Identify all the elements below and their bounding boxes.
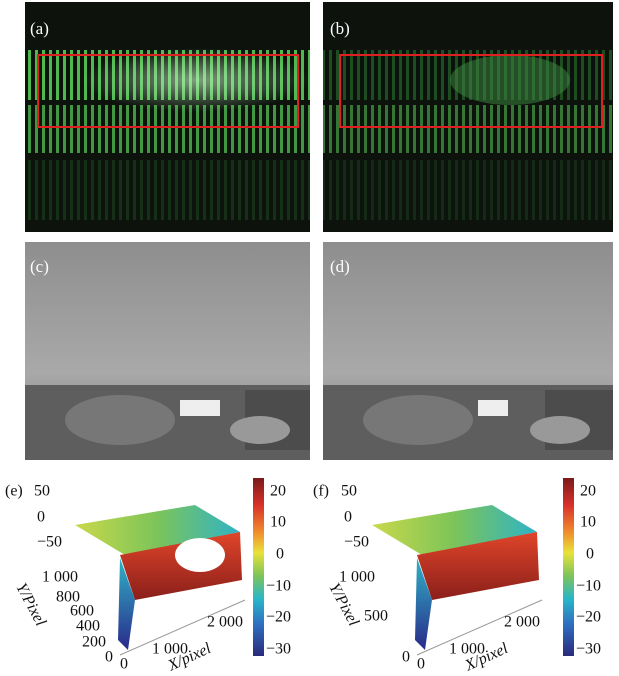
x-tick-label: 2 000 bbox=[504, 614, 540, 631]
x-tick-label: 1 000 bbox=[449, 641, 485, 658]
highlight bbox=[25, 40, 310, 120]
highlight bbox=[450, 55, 570, 105]
y-tick-label: 1 000 bbox=[42, 569, 78, 586]
surface-top bbox=[372, 505, 537, 555]
depth-region bbox=[65, 395, 175, 445]
x-tick-label: 0 bbox=[417, 656, 425, 673]
y-tick-label: 400 bbox=[76, 618, 100, 635]
colorbar-tick-label: 20 bbox=[270, 483, 286, 500]
roi-box bbox=[37, 54, 299, 128]
y-axis-label: Y/Pixel bbox=[12, 580, 49, 629]
colorbar-tick-label: −20 bbox=[266, 609, 291, 626]
colorbar-tick-label: −30 bbox=[266, 641, 291, 658]
y-tick-label: 500 bbox=[364, 608, 388, 625]
panel-label: (c) bbox=[30, 257, 49, 276]
depth-region bbox=[478, 400, 508, 416]
colorbar-tick-label: 0 bbox=[586, 546, 594, 563]
depth-region bbox=[180, 400, 220, 416]
depth-region bbox=[530, 416, 590, 444]
axis-line bbox=[119, 599, 246, 656]
x-tick-label: 1 000 bbox=[152, 641, 188, 658]
colorbar-tick-label: −10 bbox=[266, 578, 291, 595]
fringes bbox=[323, 160, 613, 220]
y-tick-label: 200 bbox=[82, 634, 106, 651]
colorbar-tick-label: −20 bbox=[576, 609, 601, 626]
colorbar-tick-label: 20 bbox=[580, 483, 596, 500]
panel-e: (e) 50 0 −50 1 000 800 600 400 200 0 0 1… bbox=[5, 478, 291, 675]
z-tick-label: 0 bbox=[344, 509, 352, 526]
missing-data bbox=[175, 538, 225, 572]
y-tick-label: 1 000 bbox=[339, 569, 375, 586]
fringes bbox=[25, 160, 310, 220]
panel-label: (e) bbox=[5, 483, 23, 500]
z-tick-label: 0 bbox=[37, 509, 45, 526]
panel-label: (a) bbox=[30, 19, 49, 38]
panel-f: (f) 50 0 −50 1 000 500 0 0 1 000 2 000 Y… bbox=[313, 478, 601, 675]
colorbar-tick-label: 10 bbox=[580, 514, 596, 531]
z-tick-label: 50 bbox=[34, 483, 50, 500]
y-axis-label: Y/Pixel bbox=[325, 580, 362, 629]
colorbar-tick-label: 10 bbox=[270, 514, 286, 531]
colorbar bbox=[253, 478, 264, 656]
surface-drop bbox=[118, 558, 135, 650]
y-tick-label: 800 bbox=[56, 589, 80, 606]
surface-drop bbox=[415, 558, 432, 650]
roi-box bbox=[339, 54, 603, 128]
y-tick-label: 600 bbox=[70, 603, 94, 620]
y-tick-label: 0 bbox=[402, 649, 410, 666]
x-tick-label: 2 000 bbox=[207, 614, 243, 631]
panel-d: (d) bbox=[323, 242, 613, 460]
z-tick-label: −50 bbox=[344, 534, 369, 551]
colorbar bbox=[563, 478, 574, 656]
depth-region bbox=[230, 416, 290, 444]
panel-label: (f) bbox=[313, 483, 329, 500]
panel-c: (c) bbox=[25, 242, 310, 460]
y-tick-label: 0 bbox=[105, 649, 113, 666]
z-tick-label: 50 bbox=[341, 483, 357, 500]
colorbar-tick-label: 0 bbox=[276, 546, 284, 563]
surface-front bbox=[417, 532, 539, 600]
x-tick-label: 0 bbox=[120, 656, 128, 673]
depth-region bbox=[363, 395, 473, 445]
axis-line bbox=[416, 599, 543, 656]
panel-b: (b) bbox=[323, 2, 613, 232]
colorbar-tick-label: −30 bbox=[576, 641, 601, 658]
panel-label: (b) bbox=[330, 19, 350, 38]
panel-label: (d) bbox=[330, 257, 350, 276]
surface-top bbox=[75, 505, 240, 555]
z-tick-label: −50 bbox=[37, 534, 62, 551]
colorbar-tick-label: −10 bbox=[576, 578, 601, 595]
panel-a: (a) bbox=[25, 2, 310, 232]
fringes bbox=[323, 105, 613, 153]
